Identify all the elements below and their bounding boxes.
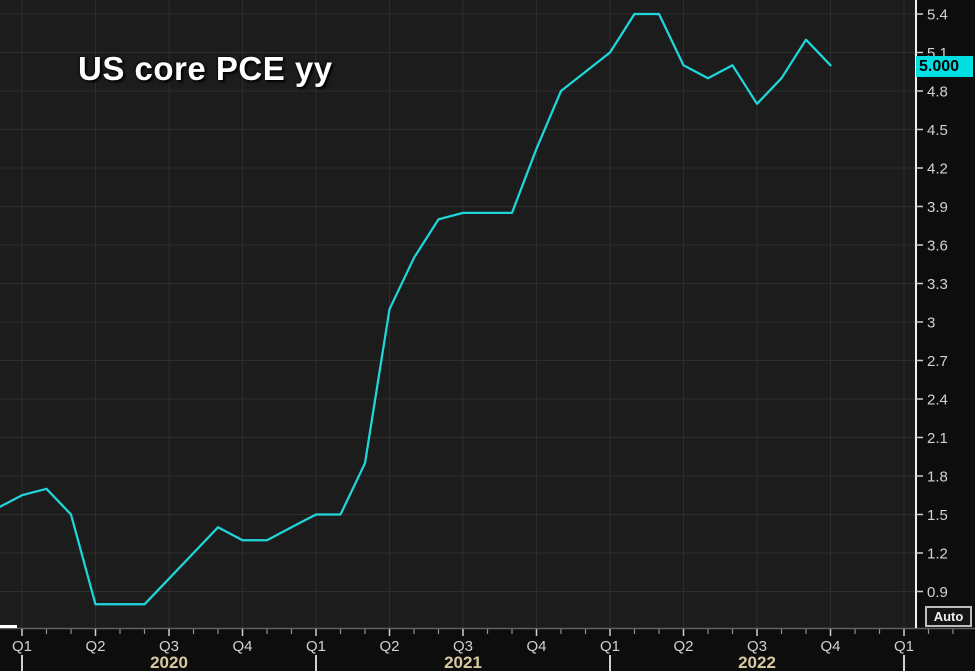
- x-axis-quarter-label: Q3: [453, 638, 473, 655]
- x-axis-year-label: 2021: [444, 653, 482, 671]
- y-axis-tick-label: 2.7: [927, 353, 948, 370]
- y-axis-tick-label: 2.1: [927, 430, 948, 447]
- auto-scale-button[interactable]: Auto: [925, 606, 972, 627]
- x-axis-quarter-label: Q1: [12, 638, 32, 655]
- x-axis-quarter-label: Q2: [85, 638, 105, 655]
- x-axis-quarter-label: Q1: [894, 638, 914, 655]
- y-axis-tick-label: 4.2: [927, 160, 948, 177]
- x-axis-quarter-label: Q3: [159, 638, 179, 655]
- x-axis-quarter-label: Q3: [747, 638, 767, 655]
- axis-labels-layer: 0.9 1.2 1.5 1.8 2.1 2.4 2.7 3 3.3 3.6 3.9 4.2 4.5 4.8…: [12, 7, 948, 671]
- x-axis-year-label: 2020: [150, 653, 188, 671]
- y-axis-tick-label: 1.2: [927, 545, 948, 562]
- x-axis-year-label: 2022: [738, 653, 776, 671]
- x-axis-quarter-label: Q4: [820, 638, 840, 655]
- y-axis-tick-label: 3.6: [927, 237, 948, 254]
- chart-title: US core PCE yy: [78, 50, 333, 87]
- y-axis-tick-label: 2.4: [927, 391, 948, 408]
- pce-line-series: [0, 12, 832, 606]
- grid-layer: [0, 0, 916, 628]
- x-axis-quarter-label: Q1: [600, 638, 620, 655]
- x-axis-quarter-label: Q4: [526, 638, 546, 655]
- y-axis-tick-label: 3: [927, 314, 935, 331]
- y-axis-tick-label: 1.5: [927, 507, 948, 524]
- x-axis-quarter-label: Q2: [673, 638, 693, 655]
- y-axis-tick-label: 5.4: [927, 7, 948, 24]
- y-axis-tick-label: 0.9: [927, 584, 948, 601]
- plot-area-background: [0, 0, 916, 628]
- x-axis-quarter-label: Q1: [306, 638, 326, 655]
- y-axis-tick-label: 3.9: [927, 199, 948, 216]
- x-axis-quarter-label: Q2: [379, 638, 399, 655]
- y-axis-tick-label: 4.5: [927, 122, 948, 139]
- x-axis-quarter-label: Q4: [232, 638, 252, 655]
- series-layer: [0, 12, 832, 606]
- y-axis-tick-label: 3.3: [927, 276, 948, 293]
- y-axis-tick-label: 4.8: [927, 83, 948, 100]
- y-axis-tick-label: 1.8: [927, 468, 948, 485]
- last-price-tag: 5.000: [916, 56, 973, 77]
